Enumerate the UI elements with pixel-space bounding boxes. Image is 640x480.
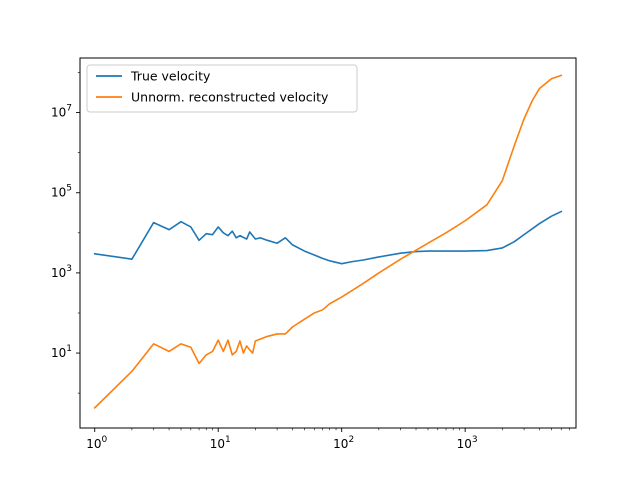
x-tick-label-3: 103 bbox=[457, 435, 478, 451]
y-tick-label-3: 107 bbox=[51, 104, 72, 120]
x-tick-label-2: 102 bbox=[333, 435, 354, 451]
y-tick-label-2: 105 bbox=[51, 184, 72, 200]
y-axis: 101 103 105 107 bbox=[51, 72, 80, 394]
legend-label-2: Unnorm. reconstructed velocity bbox=[131, 90, 329, 105]
series-line-2 bbox=[93, 74, 563, 409]
legend-label-1: True velocity bbox=[130, 69, 211, 84]
y-tick-label-0: 101 bbox=[51, 344, 72, 360]
x-tick-label-1: 101 bbox=[210, 435, 231, 451]
legend-box bbox=[86, 64, 358, 113]
axes-frame bbox=[79, 57, 577, 429]
series-line-1 bbox=[93, 210, 563, 265]
x-tick-label-0: 100 bbox=[86, 435, 107, 451]
x-axis: 100 101 102 103 bbox=[86, 428, 570, 451]
legend: True velocity Unnorm. reconstructed veloc… bbox=[86, 64, 358, 113]
plot-area bbox=[80, 58, 576, 428]
series-layer bbox=[93, 74, 563, 409]
y-tick-label-1: 103 bbox=[51, 264, 72, 280]
